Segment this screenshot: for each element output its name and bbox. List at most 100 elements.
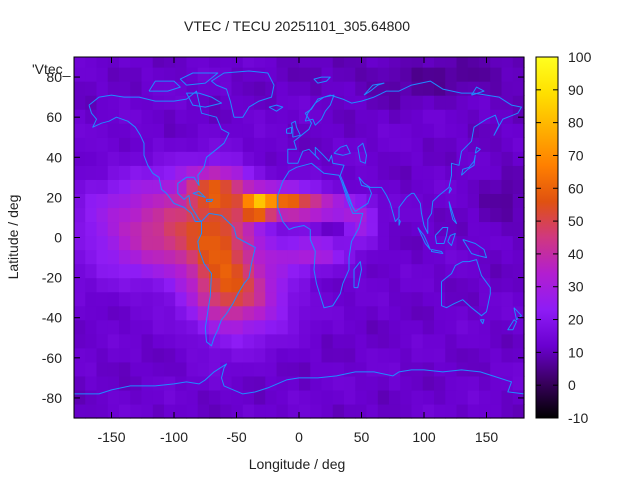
heatmap-cell (299, 137, 311, 152)
heatmap-cell (332, 277, 345, 293)
heatmap-cell (175, 403, 188, 419)
heatmap-cell (445, 375, 458, 391)
heatmap-cell (152, 193, 165, 209)
heatmap-cell (287, 81, 300, 96)
heatmap-cell (265, 151, 278, 166)
heatmap-cell (242, 291, 255, 307)
heatmap-cell (400, 277, 413, 293)
heatmap-cell (74, 347, 86, 363)
heatmap-cell (96, 389, 109, 405)
heatmap-cell (164, 291, 176, 307)
heatmap-cell (411, 193, 424, 209)
heatmap-cell (141, 165, 154, 180)
heatmap-cell (74, 123, 86, 138)
heatmap-cell (332, 333, 345, 349)
heatmap-cell (96, 81, 109, 96)
heatmap-cell (321, 179, 334, 194)
heatmap-cell (299, 95, 311, 110)
heatmap-cell (119, 137, 131, 152)
heatmap-cell (254, 123, 266, 138)
heatmap-cell (299, 81, 311, 96)
heatmap-cell (355, 123, 368, 138)
heatmap-cell (355, 165, 368, 180)
heatmap-cell (220, 361, 233, 377)
heatmap-cell (209, 179, 221, 194)
heatmap-cell (197, 375, 210, 391)
heatmap-cell (265, 221, 278, 237)
heatmap-cell (220, 57, 233, 68)
heatmap-cell (287, 249, 300, 265)
heatmap-cell (332, 123, 345, 138)
heatmap-cell (141, 179, 154, 194)
coastline-path (479, 319, 485, 325)
heatmap-cell (321, 347, 334, 363)
heatmap-cell (265, 193, 278, 209)
heatmap-cell (422, 207, 435, 223)
heatmap-cell (175, 361, 188, 377)
heatmap-cell (96, 109, 109, 124)
heatmap-cell (456, 67, 469, 82)
heatmap-cell (175, 389, 188, 405)
coastline-path (206, 198, 214, 202)
heatmap-cell (479, 235, 491, 251)
heatmap-cell (467, 277, 480, 293)
heatmap-cell (490, 389, 503, 405)
heatmap-cell (512, 319, 525, 335)
heatmap-cell (96, 235, 109, 251)
heatmap-cell (209, 403, 221, 419)
heatmap-cell (490, 347, 503, 363)
heatmap-cell (186, 319, 199, 335)
heatmap-cell (209, 375, 221, 391)
heatmap-cell (434, 389, 446, 405)
heatmap-cell (119, 67, 131, 82)
heatmap-cell (85, 403, 98, 419)
heatmap-cell (107, 403, 120, 419)
x-tick-label: 50 (354, 429, 370, 445)
heatmap-cell (389, 67, 401, 82)
heatmap-cell (501, 179, 514, 194)
heatmap-cell (422, 81, 435, 96)
heatmap-cell (400, 235, 413, 251)
coastline-path (333, 144, 351, 156)
heatmap-cell (445, 179, 458, 194)
heatmap-cell (366, 179, 379, 194)
heatmap-cell (400, 137, 413, 152)
heatmap-cell (164, 109, 176, 124)
heatmap-cell (287, 291, 300, 307)
heatmap-cell (422, 291, 435, 307)
heatmap-cell (445, 389, 458, 405)
heatmap-cell (152, 403, 165, 419)
colorbar-tick-label: 10 (568, 344, 584, 360)
heatmap-cell (456, 403, 469, 419)
heatmap-cell (310, 57, 323, 68)
heatmap-cell (467, 221, 480, 237)
heatmap-cell (501, 109, 514, 124)
heatmap-cell (501, 389, 514, 405)
heatmap-cell (242, 375, 255, 391)
heatmap-cell (310, 123, 323, 138)
heatmap-cell (344, 333, 356, 349)
heatmap-cell (321, 291, 334, 307)
colorbar-tick-label: 40 (568, 246, 584, 262)
heatmap-cell (107, 123, 120, 138)
heatmap-cell (287, 333, 300, 349)
heatmap-cell (490, 375, 503, 391)
heatmap-cell (130, 179, 143, 194)
y-tick-label: -60 (42, 350, 62, 366)
heatmap-cell (479, 193, 491, 209)
heatmap-cell (377, 165, 390, 180)
heatmap-cell (265, 109, 278, 124)
y-tick-label: 60 (46, 109, 62, 125)
heatmap-cell (164, 57, 176, 68)
heatmap-cell (130, 81, 143, 96)
heatmap-cell (186, 389, 199, 405)
heatmap-cell (467, 291, 480, 307)
heatmap-cell (197, 109, 210, 124)
coastline-path (197, 212, 256, 347)
heatmap-cell (130, 403, 143, 419)
heatmap-cell (209, 389, 221, 405)
heatmap-cell (299, 165, 311, 180)
heatmap-cell (220, 207, 233, 223)
heatmap-cell (456, 235, 469, 251)
heatmap-cell (141, 361, 154, 377)
